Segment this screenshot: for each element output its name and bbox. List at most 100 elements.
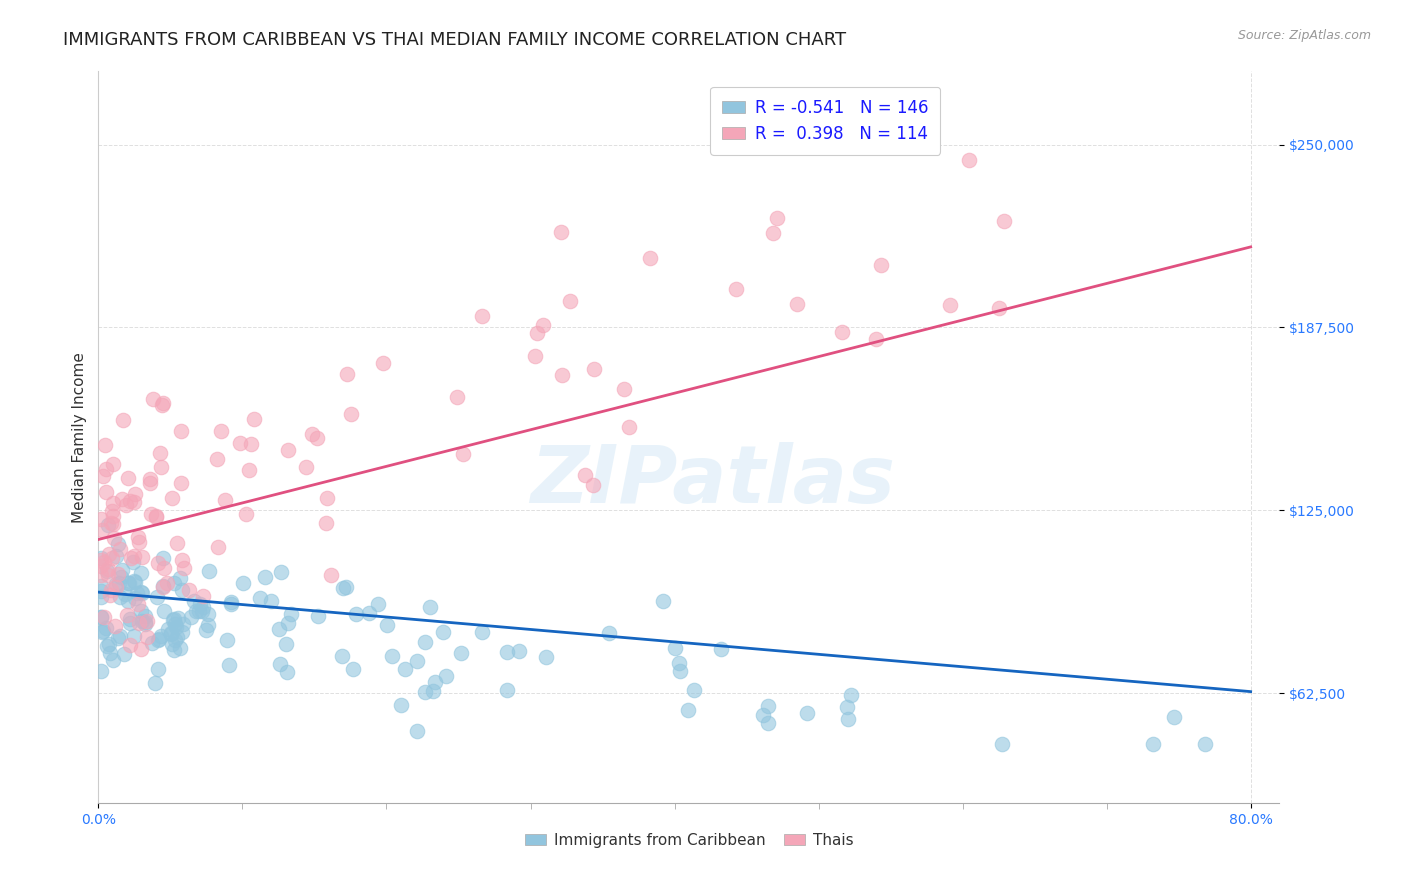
Point	[131, 615, 153, 629]
Point	[129, 604, 152, 618]
Point	[205, 451, 228, 466]
Point	[104, 577, 127, 591]
Point	[574, 468, 596, 483]
Point	[160, 637, 183, 651]
Point	[152, 581, 174, 595]
Point	[471, 625, 494, 640]
Point	[153, 560, 176, 574]
Point	[120, 612, 142, 626]
Point	[228, 436, 250, 450]
Point	[668, 656, 690, 670]
Point	[101, 652, 124, 666]
Point	[993, 214, 1015, 228]
Point	[93, 468, 115, 483]
Point	[367, 598, 389, 612]
Point	[664, 640, 686, 655]
Point	[112, 647, 135, 661]
Point	[128, 535, 150, 549]
Point	[118, 576, 141, 591]
Point	[117, 607, 139, 622]
Point	[146, 633, 169, 648]
Point	[294, 460, 316, 475]
Point	[191, 599, 214, 614]
Point	[108, 541, 131, 556]
Point	[90, 624, 112, 639]
Point	[389, 698, 412, 712]
Point	[413, 684, 436, 698]
Point	[419, 599, 441, 614]
Point	[536, 649, 558, 664]
Point	[240, 437, 263, 451]
Point	[150, 629, 173, 643]
Point	[111, 563, 134, 577]
Point	[172, 617, 194, 632]
Point	[169, 571, 191, 585]
Point	[117, 575, 139, 590]
Point	[425, 675, 447, 690]
Point	[124, 487, 146, 501]
Point	[149, 460, 172, 475]
Point	[990, 737, 1012, 751]
Point	[166, 536, 188, 550]
Point	[166, 611, 188, 625]
Point	[865, 332, 887, 346]
Point	[533, 318, 555, 332]
Point	[136, 614, 159, 628]
Legend: Immigrants from Caribbean, Thais: Immigrants from Caribbean, Thais	[519, 827, 859, 854]
Point	[197, 564, 219, 578]
Point	[1142, 737, 1164, 751]
Point	[107, 537, 129, 551]
Point	[195, 623, 218, 637]
Point	[129, 585, 152, 599]
Point	[187, 604, 209, 618]
Point	[165, 620, 187, 634]
Point	[207, 540, 229, 554]
Point	[193, 589, 215, 603]
Point	[280, 607, 302, 622]
Point	[162, 613, 184, 627]
Point	[163, 643, 186, 657]
Point	[184, 604, 207, 618]
Point	[117, 593, 139, 607]
Point	[725, 282, 748, 296]
Point	[188, 597, 211, 611]
Point	[238, 463, 260, 477]
Point	[93, 610, 115, 624]
Point	[103, 516, 125, 531]
Point	[183, 594, 205, 608]
Point	[676, 703, 699, 717]
Point	[316, 491, 339, 505]
Point	[308, 608, 330, 623]
Point	[90, 610, 112, 624]
Point	[796, 706, 818, 720]
Point	[249, 591, 271, 605]
Point	[1194, 737, 1216, 751]
Point	[136, 630, 159, 644]
Point	[683, 683, 706, 698]
Point	[122, 555, 145, 569]
Point	[172, 583, 194, 598]
Point	[142, 392, 165, 407]
Point	[301, 427, 323, 442]
Point	[90, 584, 112, 599]
Point	[219, 595, 242, 609]
Point	[114, 587, 136, 601]
Point	[127, 530, 149, 544]
Point	[336, 368, 359, 382]
Point	[125, 586, 148, 600]
Point	[166, 630, 188, 644]
Point	[253, 570, 276, 584]
Point	[146, 663, 169, 677]
Point	[107, 632, 129, 646]
Point	[669, 664, 692, 678]
Point	[163, 612, 186, 626]
Point	[131, 550, 153, 565]
Point	[124, 574, 146, 589]
Point	[157, 623, 180, 637]
Point	[495, 645, 517, 659]
Point	[446, 390, 468, 404]
Point	[269, 657, 291, 671]
Point	[103, 531, 125, 545]
Point	[108, 576, 131, 591]
Point	[756, 699, 779, 714]
